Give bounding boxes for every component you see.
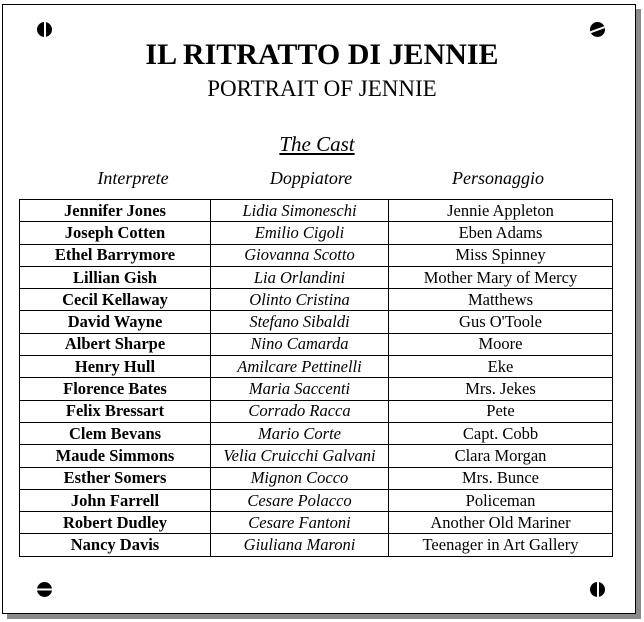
- table-row: Lillian Gish Lia Orlandini Mother Mary of …: [19, 265, 613, 290]
- character-cell: Clara Morgan: [388, 444, 613, 468]
- character-cell: Another Old Mariner: [388, 511, 613, 535]
- dubber-cell: Cesare Polacco: [210, 488, 389, 513]
- character-cell: Jennie Appleton: [388, 198, 613, 223]
- cast-table: Jennifer Jones Lidia Simoneschi Jennie App…: [19, 198, 613, 557]
- table-row: Albert Sharpe Nino Camarda Moore: [19, 332, 613, 357]
- table-row: Ethel Barrymore Giovanna Scotto Miss Spinn…: [19, 243, 613, 267]
- character-cell: Gus O'Toole: [388, 310, 613, 334]
- dubber-cell: Lia Orlandini: [210, 265, 389, 290]
- actor-cell: Florence Bates: [19, 377, 211, 401]
- character-cell: Mrs. Bunce: [388, 466, 613, 490]
- character-cell: Policeman: [388, 488, 613, 513]
- dubber-cell: Giovanna Scotto: [210, 243, 389, 267]
- dubber-cell: Nino Camarda: [210, 332, 389, 357]
- table-row: Esther Somers Mignon Cocco Mrs. Bunce: [19, 466, 613, 490]
- dubber-cell: Emilio Cigoli: [210, 221, 389, 245]
- dubber-cell: Stefano Sibaldi: [210, 310, 389, 334]
- actor-cell: Henry Hull: [19, 355, 211, 379]
- screw-icon: [590, 582, 605, 597]
- character-cell: Capt. Cobb: [388, 421, 613, 446]
- actor-cell: Felix Bressart: [19, 399, 211, 423]
- table-row: David Wayne Stefano Sibaldi Gus O'Toole: [19, 310, 613, 334]
- table-row: Felix Bressart Corrado Racca Pete: [19, 399, 613, 423]
- actor-cell: Lillian Gish: [19, 265, 211, 290]
- actor-cell: Nancy Davis: [19, 533, 211, 557]
- actor-cell: Jennifer Jones: [19, 198, 211, 223]
- actor-cell: Esther Somers: [19, 466, 211, 490]
- table-row: Maude Simmons Velia Cruicchi Galvani Clara…: [19, 444, 613, 468]
- dubber-cell: Velia Cruicchi Galvani: [210, 444, 389, 468]
- section-heading: The Cast: [279, 132, 355, 156]
- dubber-cell: Lidia Simoneschi: [210, 198, 389, 223]
- dubber-cell: Cesare Fantoni: [210, 511, 389, 535]
- screw-icon: [37, 22, 52, 37]
- page-title: IL RITRATTO DI JENNIE: [145, 38, 499, 71]
- character-cell: Moore: [388, 332, 613, 357]
- actor-cell: Clem Bevans: [19, 421, 211, 446]
- table-row: Cecil Kellaway Olinto Cristina Matthews: [19, 288, 613, 312]
- character-cell: Pete: [388, 399, 613, 423]
- dubber-cell: Corrado Racca: [210, 399, 389, 423]
- table-row: Henry Hull Amilcare Pettinelli Eke: [19, 355, 613, 379]
- actor-cell: Ethel Barrymore: [19, 243, 211, 267]
- table-row: John Farrell Cesare Polacco Policeman: [19, 488, 613, 513]
- actor-cell: Albert Sharpe: [19, 332, 211, 357]
- column-header-dubber: Doppiatore: [269, 168, 353, 188]
- dubber-cell: Giuliana Maroni: [210, 533, 389, 557]
- actor-cell: Cecil Kellaway: [19, 288, 211, 312]
- actor-cell: David Wayne: [19, 310, 211, 334]
- column-header-character: Personaggio: [452, 168, 544, 188]
- dubber-cell: Olinto Cristina: [210, 288, 389, 312]
- table-row: Florence Bates Maria Saccenti Mrs. Jekes: [19, 377, 613, 401]
- column-header-actor: Interprete: [97, 168, 169, 188]
- character-cell: Eben Adams: [388, 221, 613, 245]
- dubber-cell: Mario Corte: [210, 421, 389, 446]
- table-row: Nancy Davis Giuliana Maroni Teenager in Ar…: [19, 533, 613, 557]
- actor-cell: Maude Simmons: [19, 444, 211, 468]
- table-row: Jennifer Jones Lidia Simoneschi Jennie App…: [19, 198, 613, 223]
- screw-icon: [37, 582, 52, 597]
- table-row: Clem Bevans Mario Corte Capt. Cobb: [19, 421, 613, 446]
- actor-cell: Joseph Cotten: [19, 221, 211, 245]
- character-cell: Miss Spinney: [388, 243, 613, 267]
- dubber-cell: Mignon Cocco: [210, 466, 389, 490]
- character-cell: Mother Mary of Mercy: [388, 265, 613, 290]
- table-row: Joseph Cotten Emilio Cigoli Eben Adams: [19, 221, 613, 245]
- character-cell: Matthews: [388, 288, 613, 312]
- character-cell: Teenager in Art Gallery: [388, 533, 613, 557]
- actor-cell: Robert Dudley: [19, 511, 211, 535]
- screw-icon: [590, 22, 605, 37]
- character-cell: Mrs. Jekes: [388, 377, 613, 401]
- page-subtitle: PORTRAIT OF JENNIE: [207, 76, 437, 101]
- table-row: Robert Dudley Cesare Fantoni Another Old M…: [19, 511, 613, 535]
- character-cell: Eke: [388, 355, 613, 379]
- dubber-cell: Maria Saccenti: [210, 377, 389, 401]
- dubber-cell: Amilcare Pettinelli: [210, 355, 389, 379]
- actor-cell: John Farrell: [19, 488, 211, 513]
